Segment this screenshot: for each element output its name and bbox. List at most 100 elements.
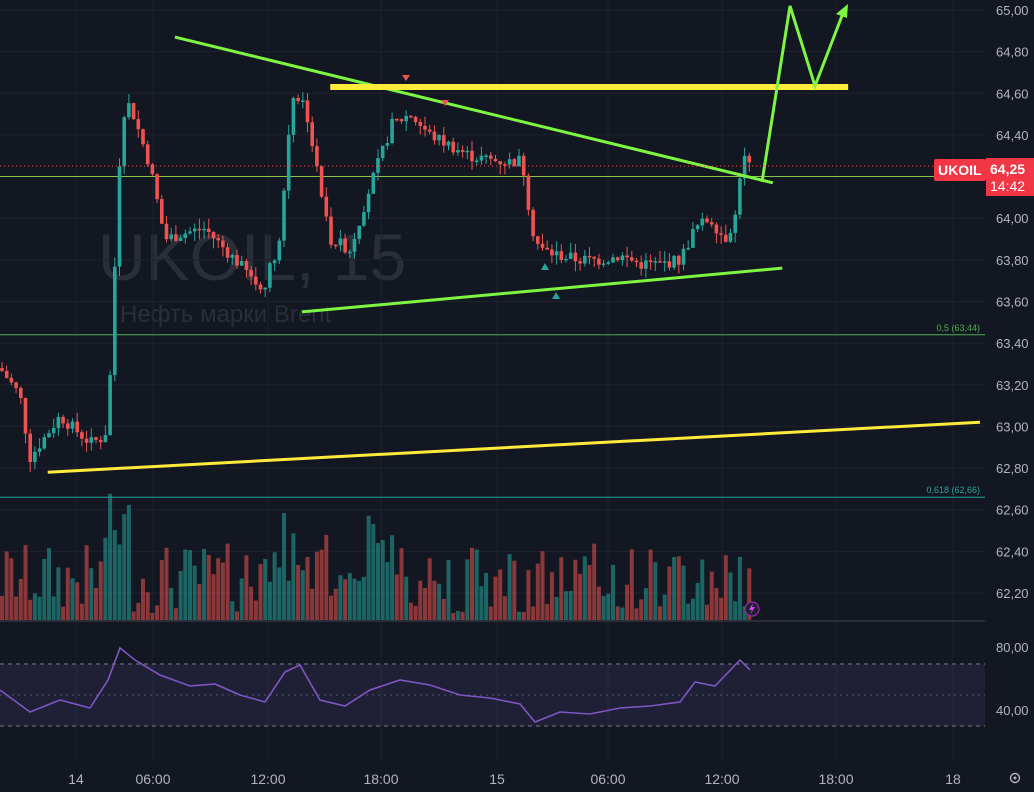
volume-bar [413,605,418,621]
volume-bar [56,567,61,621]
candle-body [324,196,329,217]
gear-icon[interactable] [1009,772,1021,784]
candle-body [155,174,159,200]
volume-bar [112,530,117,621]
volume-bar [169,587,174,621]
candle-body [639,262,643,269]
lightning-icon[interactable] [744,601,760,617]
volume-bar [465,559,470,621]
candle-body [597,258,601,265]
volume-bar [361,576,366,621]
candle-body [512,159,517,167]
volume-bar [141,578,145,621]
descending-trendline[interactable] [174,35,774,185]
volume-bar [282,513,286,621]
candle-body [686,247,690,250]
candle-body [329,216,333,245]
candle-body [620,255,625,261]
symbol-badge-label: UKOIL [938,162,982,178]
candle-body [446,141,451,146]
candle-body [724,234,728,242]
high-marker [402,75,410,81]
volume-bar [343,579,348,621]
candle-body [150,164,155,175]
candle-body [315,146,319,167]
candle-body [338,238,343,246]
candle-body [4,370,9,378]
candle-body [286,134,291,191]
candle-body [536,236,540,244]
volume-bar [79,603,84,621]
volume-bar [733,601,738,621]
time-tick-label: 18:00 [818,771,853,787]
volume-bar [578,573,583,621]
volume-bar [690,598,695,621]
candle-body [117,166,122,267]
candle-body [343,238,347,253]
volume-bar [89,568,94,621]
time-tick-label: 18:00 [363,771,398,787]
volume-bar [460,611,465,621]
volume-bar [484,572,489,621]
volume-bar [451,612,456,621]
volume-bar [192,565,197,621]
candle-body [136,119,141,130]
volume-bar [615,606,620,621]
volume-bar [620,607,625,621]
time-tick-label: 06:00 [135,771,170,787]
volume-bar [493,576,498,621]
volume-bar [272,552,277,621]
drawings[interactable] [0,4,985,474]
volume-bar [705,604,709,621]
volume-bar [662,594,667,621]
candle-body [230,255,235,258]
candle-body [587,255,592,258]
volume-bar [545,603,550,621]
low-marker [541,263,549,270]
volume-bar [338,575,343,621]
ascending-trendline[interactable] [301,266,783,314]
candle-body [451,141,455,153]
support-trendline[interactable] [47,420,981,474]
candle-body [225,247,230,258]
volume-bar [540,551,545,621]
volume-bar [531,606,536,621]
candle-body [442,135,446,146]
candle-body [545,247,549,250]
candle-body [183,233,188,239]
candle-body [385,143,390,146]
candle-body [719,233,723,235]
candle-body [51,427,56,434]
candle-body [648,260,653,263]
candle-body [521,155,526,176]
volume-bar [488,606,493,621]
candle-body [178,238,183,241]
price-tick-label: 63,80 [996,253,1029,268]
volume-bar [37,596,42,621]
price-axis[interactable]: 65,0064,8064,6064,4064,2064,0063,8063,60… [996,3,1029,601]
volume-bar [220,562,225,621]
candle-body [66,423,70,429]
volume-bar [455,610,460,621]
time-tick-label: 15 [489,771,505,787]
volume-bar [366,515,371,621]
candle-body [611,257,615,263]
volume-bar [568,590,573,621]
candle-body [738,178,742,215]
price-tick-label: 64,60 [996,86,1029,101]
candle-body [348,251,352,254]
candle-body [742,155,747,179]
volume-bar [291,533,296,621]
candle-body [634,260,639,263]
volume-bar [747,568,752,621]
volume-bar [709,571,714,621]
candle-body [75,421,79,433]
volume-bar [150,612,155,621]
time-axis[interactable]: 14 06:00 12:00 18:00 15 06:00 12:00 18:00 18 [68,771,961,787]
projection-path[interactable] [760,5,847,183]
volume-bar [535,563,540,621]
volume-bar [441,598,446,621]
candle-body [239,261,244,266]
volume-bar [648,549,653,621]
